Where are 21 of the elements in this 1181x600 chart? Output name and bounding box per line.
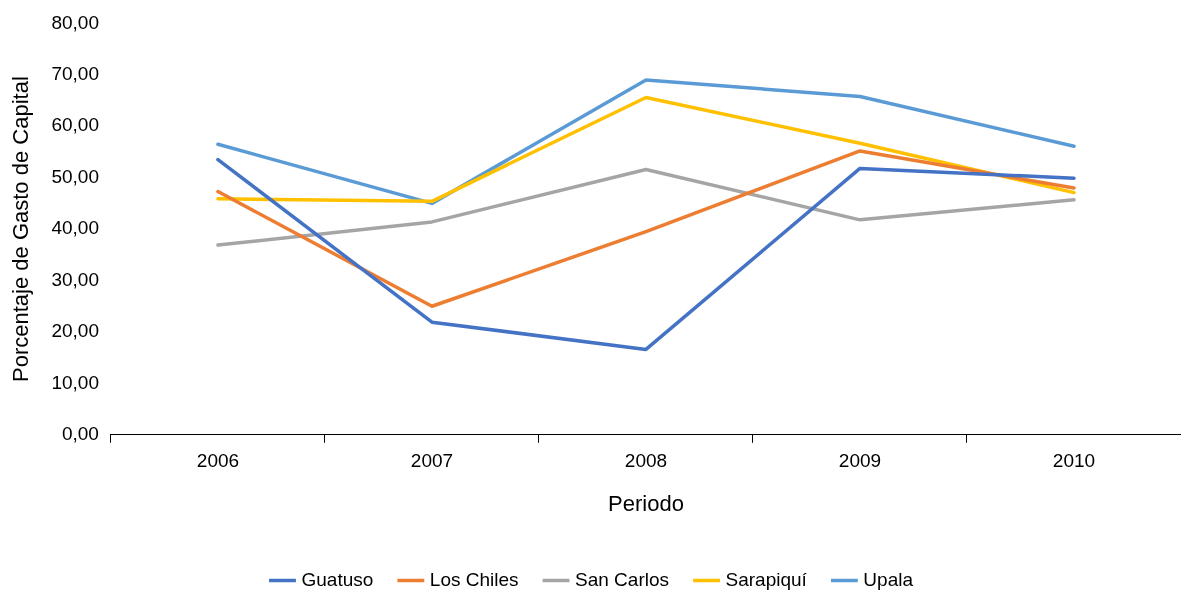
- x-tick-label: 2010: [1052, 450, 1096, 472]
- y-tick-label: 80,00: [51, 11, 99, 33]
- legend-label: San Carlos: [575, 568, 670, 590]
- x-tick-label: 2006: [196, 450, 240, 472]
- x-tick-label: 2007: [410, 450, 454, 472]
- y-tick-label: 0,00: [61, 423, 99, 445]
- legend-label: Upala: [863, 568, 914, 590]
- y-tick-label: 50,00: [51, 165, 99, 187]
- x-tick-label: 2008: [624, 450, 668, 472]
- y-tick-label: 60,00: [51, 114, 99, 136]
- legend-label: Sarapiquí: [725, 568, 808, 590]
- legend-label: Guatuso: [301, 568, 374, 590]
- y-tick-label: 40,00: [51, 217, 99, 239]
- y-tick-label: 30,00: [51, 268, 99, 290]
- y-tick-label: 10,00: [51, 371, 99, 393]
- legend-label: Los Chiles: [429, 568, 519, 590]
- y-tick-label: 20,00: [51, 320, 99, 342]
- x-tick-label: 2009: [838, 450, 882, 472]
- y-tick-label: 70,00: [51, 63, 99, 85]
- x-axis-title: Periodo: [608, 490, 684, 516]
- y-axis-title: Porcentaje de Gasto de Capital: [8, 76, 34, 382]
